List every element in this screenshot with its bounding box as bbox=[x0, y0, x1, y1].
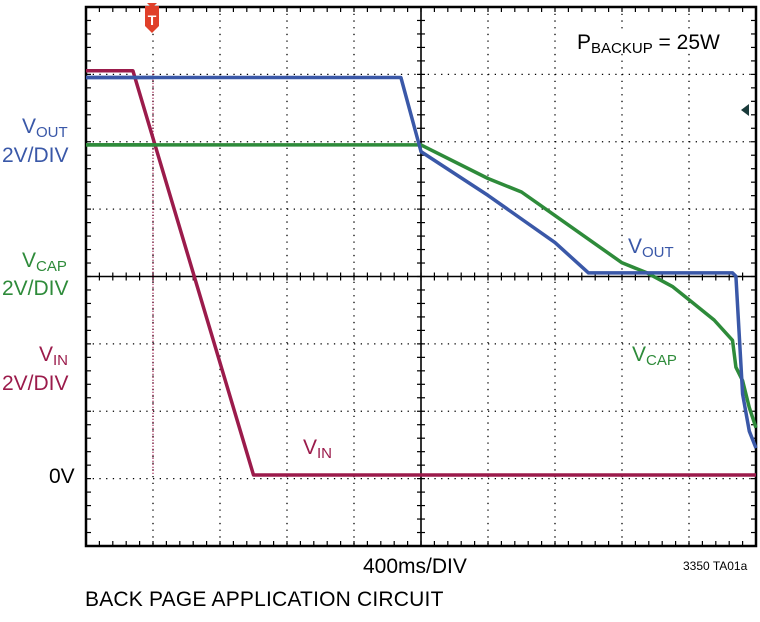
grid bbox=[86, 7, 756, 546]
vout-trace-label: VOUT bbox=[628, 235, 674, 261]
vcap-trace bbox=[86, 143, 758, 429]
vcap-channel-label: VCAP bbox=[22, 249, 67, 274]
vin-label-sub: IN bbox=[53, 352, 69, 369]
vout-scale-label: 2V/DIV bbox=[2, 144, 69, 167]
vcap-trace-label: VCAP bbox=[632, 343, 677, 369]
vin-trace-label: VIN bbox=[303, 436, 333, 462]
vin-channel-label: VIN bbox=[39, 343, 68, 368]
ground-reference-arrow-icon bbox=[741, 104, 749, 116]
vout-label-main: V bbox=[22, 115, 37, 138]
vcap-label-main: V bbox=[22, 249, 37, 272]
vcap-scale-label: 2V/DIV bbox=[2, 277, 69, 300]
zero-volt-label: 0V bbox=[49, 465, 75, 488]
trigger-marker-label: T bbox=[148, 12, 157, 28]
vout-trace bbox=[86, 75, 758, 449]
traces bbox=[86, 69, 758, 477]
vcap-label-sub: CAP bbox=[36, 258, 67, 275]
vin-trace bbox=[86, 69, 756, 477]
vin-label-main: V bbox=[39, 343, 54, 366]
vout-channel-label: VOUT bbox=[22, 115, 68, 140]
backup-power-annotation: PBACKUP = 25W bbox=[573, 32, 724, 56]
markers: T bbox=[145, 3, 749, 116]
figure-id: 3350 TA01a bbox=[683, 559, 748, 573]
figure-caption: BACK PAGE APPLICATION CIRCUIT bbox=[85, 588, 444, 611]
x-axis-label: 400ms/DIV bbox=[363, 555, 467, 578]
vout-label-sub: OUT bbox=[36, 124, 68, 141]
trigger-marker: T bbox=[145, 3, 159, 33]
vin-scale-label: 2V/DIV bbox=[2, 372, 69, 395]
